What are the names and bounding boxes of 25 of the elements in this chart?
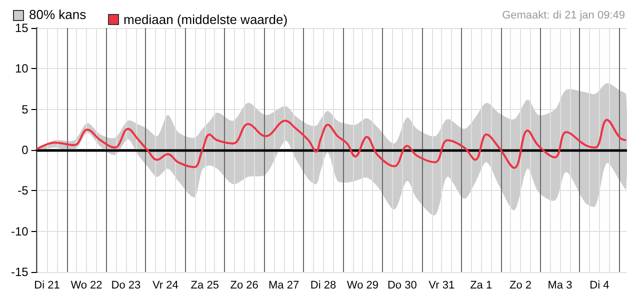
x-tick-label: Za 25 <box>190 280 219 292</box>
x-tick-label: Di 4 <box>590 280 610 292</box>
x-tick-label: Vr 24 <box>152 280 178 292</box>
x-tick-label: Di 28 <box>310 280 336 292</box>
x-tick-label: Ma 27 <box>268 280 300 292</box>
x-tick-label: Wo 22 <box>70 280 102 292</box>
x-tick-label: Vr 31 <box>428 280 455 292</box>
x-tick-label: Za 1 <box>470 280 492 292</box>
y-tick-label: -15 <box>11 265 29 279</box>
x-tick-label: Zo 26 <box>230 280 258 292</box>
x-tick-label: Do 30 <box>387 280 417 292</box>
y-tick-label: -5 <box>18 184 29 198</box>
y-tick-label: 15 <box>14 21 29 35</box>
x-tick-label: Do 23 <box>111 280 141 292</box>
legend-label: mediaan (middelste waarde) <box>124 12 288 27</box>
x-tick-label: Wo 29 <box>346 280 378 292</box>
text: 80% kans <box>29 7 86 22</box>
x-tick-label: Di 21 <box>34 280 60 292</box>
y-tick-label: 10 <box>14 62 29 76</box>
x-tick-label: Zo 2 <box>510 280 532 292</box>
y-tick-label: -10 <box>11 224 29 238</box>
y-tick-label: 5 <box>22 102 29 116</box>
x-tick-label: Ma 3 <box>548 280 572 292</box>
text: Gemaakt: di 21 jan 09:49 <box>502 10 626 22</box>
y-tick-label: 0 <box>22 143 29 157</box>
